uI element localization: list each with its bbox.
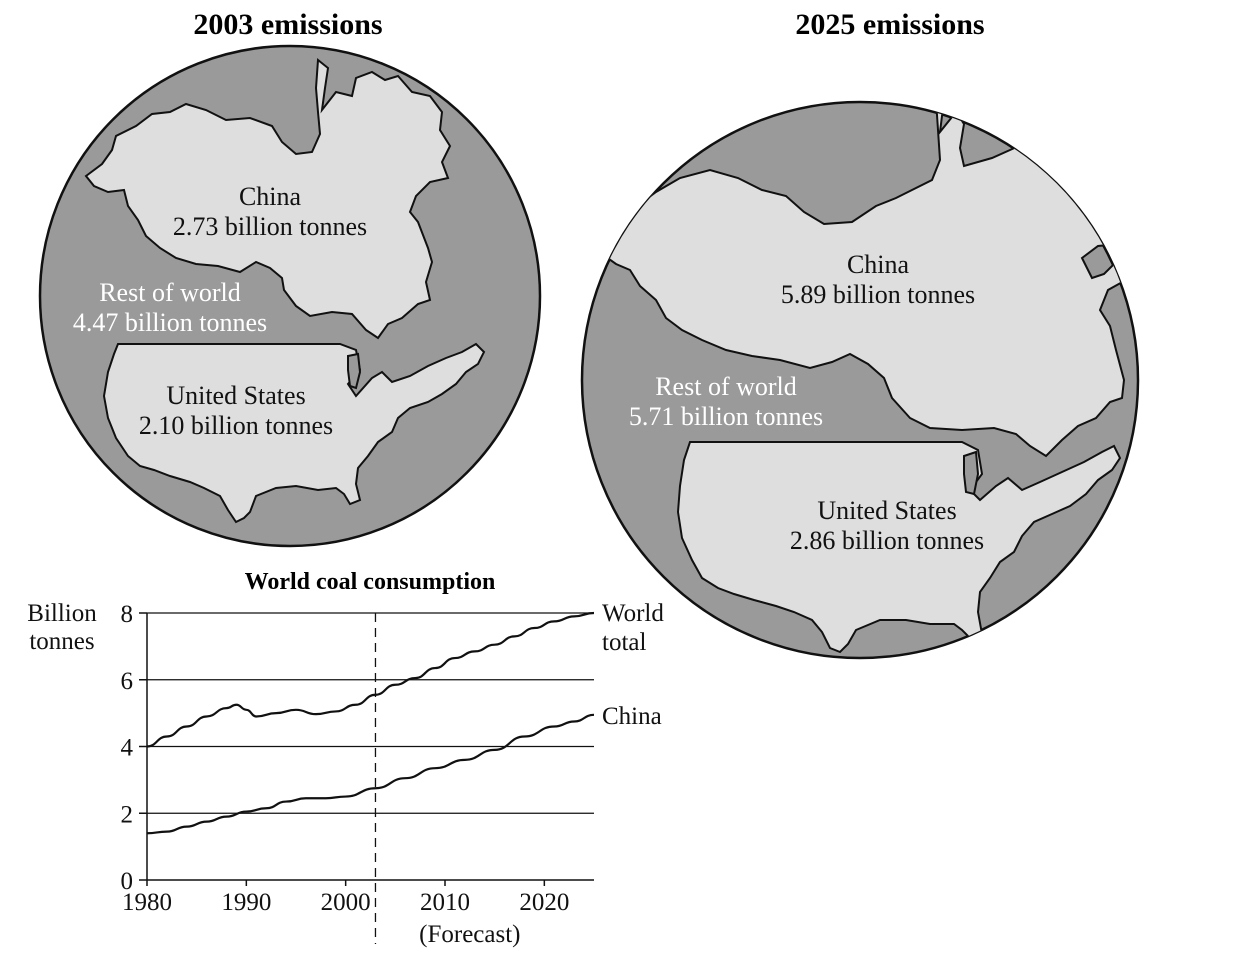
us-shape — [676, 441, 1122, 654]
y-axis-label-line: tonnes — [29, 628, 94, 655]
y-tick-label: 8 — [121, 601, 134, 628]
great-lake — [347, 352, 362, 390]
rest-of-world-label: Rest of world — [99, 278, 241, 307]
map-title: 2025 emissions — [795, 8, 984, 41]
y-tick-label: 6 — [121, 668, 134, 695]
map-2025: 2025 emissions China 5.89 billion tonnes… — [580, 8, 1140, 660]
y-axis-label-line: Billion — [27, 600, 97, 627]
y-tick-label: 2 — [121, 801, 134, 828]
china-label: China — [847, 250, 910, 279]
series-line — [146, 713, 595, 835]
y-tick-label: 0 — [121, 868, 134, 895]
china-value: 2.73 billion tonnes — [173, 212, 367, 241]
x-tick-label: 2000 — [321, 889, 371, 916]
china-label: China — [239, 182, 302, 211]
rest-of-world-label: Rest of world — [655, 372, 797, 401]
series-label: China — [602, 703, 662, 730]
x-tick-label: 1990 — [221, 889, 271, 916]
great-lake — [963, 450, 980, 496]
rest-of-world-value: 4.47 billion tonnes — [73, 308, 267, 337]
us-value: 2.10 billion tonnes — [139, 411, 333, 440]
coal-consumption-chart: World coal consumption Billion tonnes 0 2… — [27, 569, 664, 948]
forecast-label: (Forecast) — [419, 921, 520, 948]
china-value: 5.89 billion tonnes — [781, 280, 975, 309]
series-line — [146, 611, 595, 748]
x-tick-label: 2020 — [519, 889, 569, 916]
series-label: total — [602, 629, 646, 656]
x-tick-label: 1980 — [122, 889, 172, 916]
us-value: 2.86 billion tonnes — [790, 526, 984, 555]
rest-of-world-value: 5.71 billion tonnes — [629, 402, 823, 431]
y-tick-label: 4 — [121, 735, 134, 762]
us-label: United States — [817, 496, 956, 525]
china-shape — [84, 58, 452, 340]
us-shape — [102, 342, 486, 524]
us-label: United States — [166, 381, 305, 410]
map-2003: 2003 emissions China 2.73 billion tonnes… — [38, 8, 542, 548]
x-tick-label: 2010 — [420, 889, 470, 916]
map-title: 2003 emissions — [193, 8, 382, 41]
series-label: World — [602, 600, 664, 627]
chart-title: World coal consumption — [245, 569, 496, 595]
